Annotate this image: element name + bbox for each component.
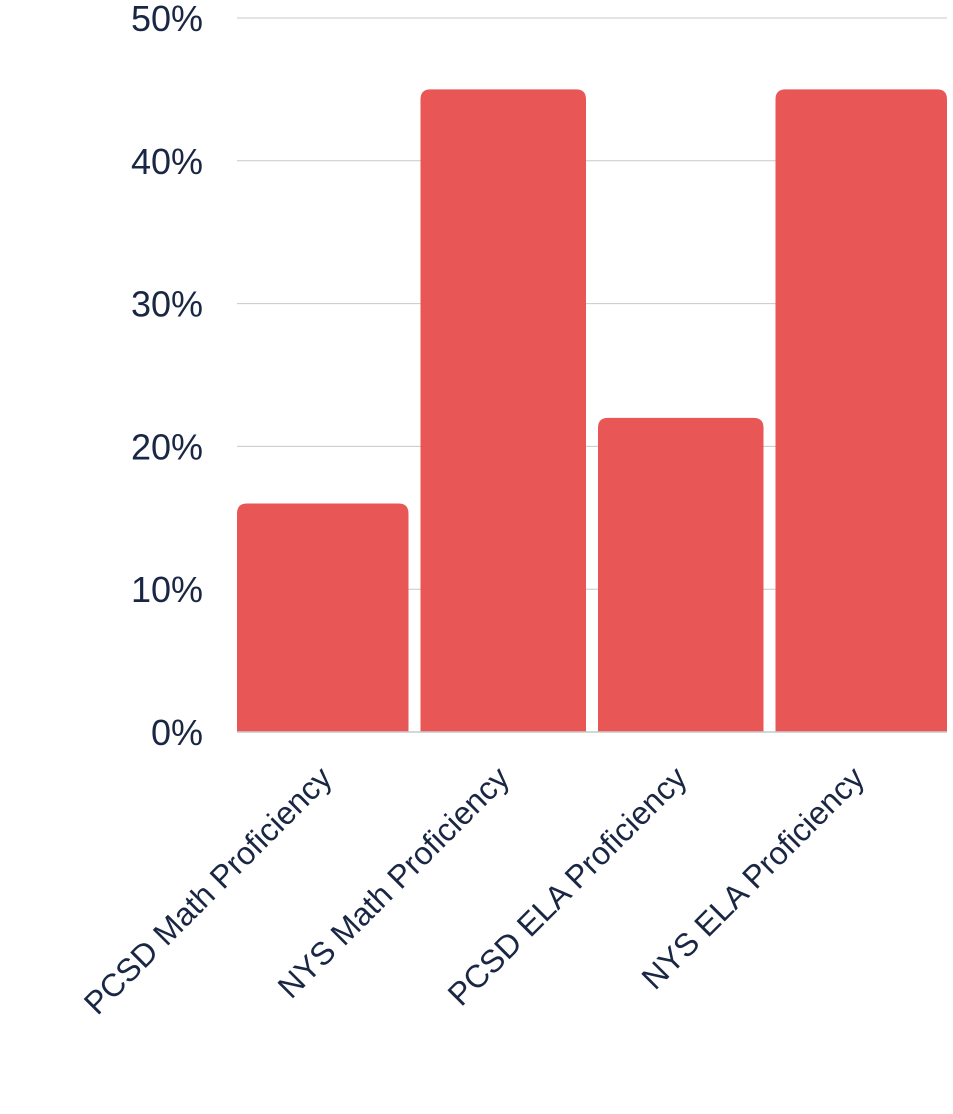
bar-nys-ela-proficiency [775, 89, 947, 732]
y-tick-label: 50% [131, 0, 203, 39]
bar-pcsd-ela-proficiency [598, 417, 764, 732]
y-tick-label: 20% [131, 426, 203, 467]
y-tick-label: 10% [131, 569, 203, 610]
bar-nys-math-proficiency [420, 89, 586, 732]
y-tick-label: 40% [131, 141, 203, 182]
y-tick-label: 30% [131, 284, 203, 325]
y-axis-tick-labels: 0% 10% 20% 30% 40% 50% [131, 0, 203, 753]
bars [237, 89, 947, 732]
bar-pcsd-math-proficiency [237, 503, 409, 732]
y-tick-label: 0% [151, 712, 203, 753]
